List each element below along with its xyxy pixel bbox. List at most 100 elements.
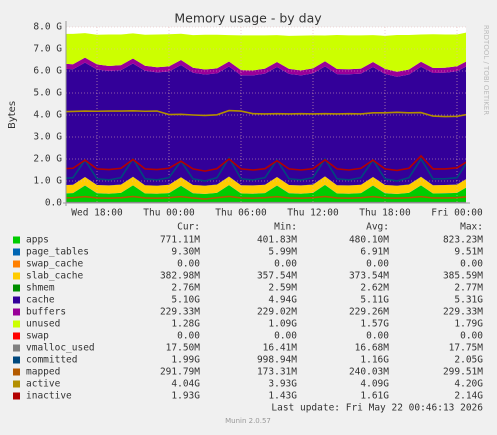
legend-value: 5.11G (360, 295, 389, 306)
legend-value: 5.99M (268, 247, 297, 258)
x-tick-label: Thu 06:00 (215, 208, 267, 219)
legend-label: buffers (26, 307, 66, 318)
legend-label: shmem (26, 283, 55, 294)
y-tick-label: 1.0 G (33, 176, 62, 187)
watermark: RRDTOOL / TOBI OETIKER (482, 25, 490, 115)
x-tick-label: Fri 00:00 (431, 208, 483, 219)
legend-label: active (26, 379, 61, 390)
legend-header: Max: (460, 222, 483, 233)
legend-value: 9.30M (171, 247, 200, 258)
legend-swatch (13, 237, 20, 244)
legend-value: 0.00 (460, 259, 483, 270)
legend-swatch (13, 369, 20, 376)
legend-swatch (13, 357, 20, 364)
legend-header: Avg: (366, 222, 389, 233)
legend-header: Cur: (177, 222, 200, 233)
y-tick-label: 5.0 G (33, 88, 62, 99)
legend-swatch (13, 261, 20, 268)
legend-value: 6.91M (360, 247, 389, 258)
legend-value: 4.04G (171, 379, 200, 390)
y-tick-label: 6.0 G (33, 66, 62, 77)
legend-value: 0.00 (460, 331, 483, 342)
legend-value: 1.43G (268, 391, 297, 402)
x-tick-label: Thu 00:00 (143, 208, 195, 219)
legend-value: 2.62M (360, 283, 389, 294)
legend-label: vmalloc_used (26, 343, 95, 354)
legend-swatch (13, 273, 20, 280)
legend-value: 480.10M (349, 235, 389, 246)
legend-value: 998.94M (257, 355, 297, 366)
legend-value: 3.93G (268, 379, 297, 390)
last-update: Last update: Fri May 22 00:46:13 2026 (271, 403, 483, 414)
legend-value: 0.00 (274, 331, 297, 342)
legend-label: inactive (26, 391, 72, 402)
legend-swatch (13, 333, 20, 340)
legend-swatch (13, 345, 20, 352)
legend-value: 2.76M (171, 283, 200, 294)
legend-swatch (13, 249, 20, 256)
legend-value: 401.83M (257, 235, 297, 246)
legend-label: unused (26, 319, 60, 330)
legend-value: 357.54M (257, 271, 297, 282)
legend-value: 229.26M (349, 307, 389, 318)
legend-value: 291.79M (160, 367, 200, 378)
y-tick-label: 7.0 G (33, 44, 62, 55)
legend-value: 1.61G (360, 391, 389, 402)
legend-swatch (13, 297, 20, 304)
legend-value: 0.00 (366, 331, 389, 342)
legend-value: 299.51M (443, 367, 483, 378)
legend-value: 1.57G (360, 319, 389, 330)
y-tick-label: 4.0 G (33, 110, 62, 121)
legend-label: swap (26, 331, 49, 342)
legend-label: committed (26, 355, 77, 366)
legend-value: 771.11M (160, 235, 200, 246)
legend-value: 229.33M (443, 307, 483, 318)
y-tick-label: 8.0 G (33, 22, 62, 33)
x-tick-label: Wed 18:00 (71, 208, 123, 219)
legend-header: Min: (274, 222, 297, 233)
y-tick-label: 0.0 (45, 198, 62, 209)
legend-value: 9.51M (454, 247, 483, 258)
legend-value: 1.99G (171, 355, 200, 366)
legend-value: 1.93G (171, 391, 200, 402)
legend-value: 2.05G (454, 355, 483, 366)
y-axis-label: Bytes (7, 101, 18, 129)
legend-swatch (13, 393, 20, 400)
legend-value: 0.00 (177, 259, 200, 270)
legend-value: 229.02M (257, 307, 297, 318)
legend-value: 0.00 (274, 259, 297, 270)
credit: Munin 2.0.57 (225, 417, 271, 425)
legend-label: slab_cache (26, 271, 83, 282)
legend-value: 373.54M (349, 271, 389, 282)
legend-value: 1.09G (268, 319, 297, 330)
legend-label: swap_cache (26, 259, 83, 270)
legend-value: 0.00 (177, 331, 200, 342)
legend-value: 16.68M (355, 343, 390, 354)
legend-swatch (13, 321, 20, 328)
legend-value: 240.03M (349, 367, 389, 378)
legend-value: 173.31M (257, 367, 297, 378)
legend-value: 382.98M (160, 271, 200, 282)
legend-value: 2.14G (454, 391, 483, 402)
legend-value: 0.00 (366, 259, 389, 270)
legend-value: 5.10G (171, 295, 200, 306)
legend-value: 229.33M (160, 307, 200, 318)
legend-label: apps (26, 235, 49, 246)
legend-value: 17.75M (449, 343, 484, 354)
legend-value: 4.20G (454, 379, 483, 390)
legend-value: 2.59M (268, 283, 297, 294)
legend-value: 17.50M (166, 343, 201, 354)
legend-value: 385.59M (443, 271, 483, 282)
legend-label: mapped (26, 367, 60, 378)
legend-value: 2.77M (454, 283, 483, 294)
legend-value: 823.23M (443, 235, 483, 246)
legend-value: 5.31G (454, 295, 483, 306)
legend-value: 1.79G (454, 319, 483, 330)
y-tick-label: 2.0 G (33, 154, 62, 165)
legend-label: cache (26, 295, 55, 306)
legend-value: 4.94G (268, 295, 297, 306)
y-tick-label: 3.0 G (33, 132, 62, 143)
legend-value: 1.28G (171, 319, 200, 330)
